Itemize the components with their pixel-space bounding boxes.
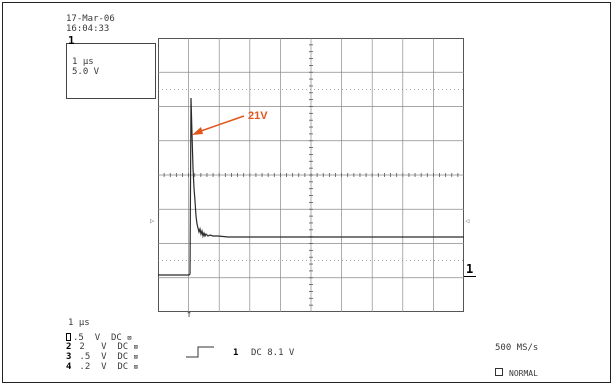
waveform-trace <box>158 97 464 276</box>
date-label: 17-Mar-06 <box>66 14 115 24</box>
channel-1-indicator <box>66 333 71 341</box>
acquisition-mode-row: NORMAL <box>495 368 538 379</box>
right-trigger-marker: ◁ <box>465 217 470 225</box>
timebase-time: 1 µs <box>72 57 94 67</box>
scope-screen <box>2 2 611 383</box>
channel-1-ground-marker: 1 <box>466 262 474 276</box>
trigger-position-arrow: ↑ <box>186 309 193 320</box>
trigger-level: DC 8.1 V <box>251 348 295 358</box>
timebase-box <box>66 43 156 99</box>
channel-1-row: .5 V DC ⊠ <box>66 333 131 343</box>
channel-2-row: 2 2 V DC ⊠ <box>66 342 138 352</box>
mode-checkbox-icon <box>495 368 503 376</box>
time-label: 16:04:33 <box>66 24 110 34</box>
sample-rate: 500 MS/s <box>495 343 539 353</box>
bottom-time-per-div: 1 µs <box>68 318 90 328</box>
annotation-arrow <box>192 115 245 135</box>
ground-marker-line <box>464 276 476 277</box>
waveform-graticule: ▷ <box>158 38 464 312</box>
channel-3-row: 3 .5 V DC ⊠ <box>66 352 138 362</box>
center-ticks <box>158 38 464 312</box>
mode-label: NORMAL <box>509 369 538 378</box>
dotted-lines <box>158 88 464 262</box>
timebase-volts: 5.0 V <box>72 67 100 77</box>
left-trigger-marker: ▷ <box>150 217 155 225</box>
trigger-edge-icon <box>186 346 214 358</box>
channel-marker: 1 <box>68 34 75 47</box>
peak-voltage-label: 21V <box>248 110 268 122</box>
channel-4-row: 4 .2 V DC ⊠ <box>66 362 138 372</box>
trigger-channel: 1 <box>233 348 239 358</box>
